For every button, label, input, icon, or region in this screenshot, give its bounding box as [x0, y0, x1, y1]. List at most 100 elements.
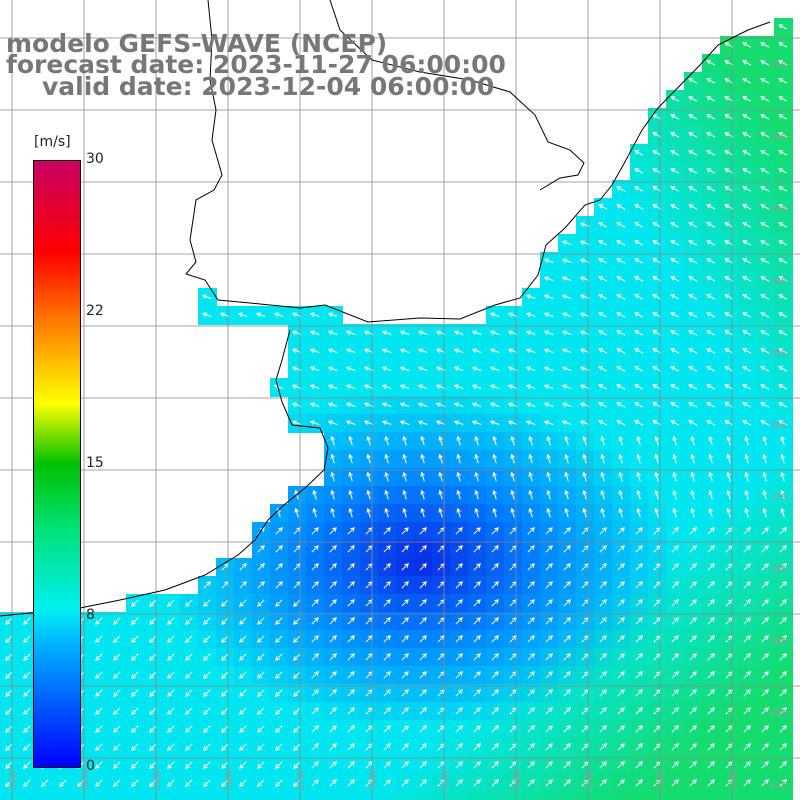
speed-cell [144, 720, 163, 739]
wind-arrow [257, 779, 265, 787]
wind-arrow [599, 545, 607, 553]
speed-cell [414, 792, 433, 800]
wind-arrow [670, 348, 680, 354]
speed-cell [306, 558, 325, 577]
wind-arrow [239, 617, 247, 625]
wind-arrow [599, 743, 607, 751]
speed-cell [126, 684, 145, 703]
wind-arrow [743, 599, 751, 607]
speed-cell [522, 576, 541, 595]
speed-cell [378, 630, 397, 649]
wind-arrow [688, 204, 698, 210]
wind-arrow [634, 366, 644, 372]
speed-cell [90, 774, 109, 793]
speed-cell [144, 702, 163, 721]
speed-cell [252, 756, 271, 775]
wind-arrow [561, 330, 572, 335]
lat-label: 33S [770, 205, 787, 215]
wind-arrow [239, 779, 247, 787]
wind-arrow [617, 635, 625, 643]
speed-cell [558, 612, 577, 631]
speed-cell [630, 522, 649, 541]
wind-arrow [347, 671, 355, 679]
wind-arrow [778, 420, 788, 426]
speed-cell [396, 630, 415, 649]
speed-cell [180, 594, 199, 613]
speed-cell [468, 612, 487, 631]
wind-arrow [563, 689, 571, 697]
speed-cell [306, 738, 325, 757]
wind-arrow [239, 599, 247, 607]
wind-arrow [670, 420, 680, 426]
wind-arrow [330, 507, 335, 518]
wind-arrow [706, 96, 716, 102]
speed-cell [0, 630, 19, 649]
wind-arrow [707, 635, 715, 643]
speed-cell [306, 630, 325, 649]
speed-cell [0, 720, 19, 739]
wind-arrow [347, 743, 355, 751]
speed-cell [306, 774, 325, 793]
wind-arrow [203, 671, 211, 679]
wind-arrow [634, 258, 644, 264]
lon-label: 59W [153, 770, 163, 790]
speed-cell [360, 558, 379, 577]
speed-cell [180, 738, 199, 757]
speed-cell [630, 702, 649, 721]
speed-cell [288, 774, 307, 793]
wind-arrow [401, 743, 409, 751]
speed-cell [522, 648, 541, 667]
lon-label: 60W [81, 770, 91, 790]
wind-arrow [489, 312, 500, 317]
wind-arrow [780, 453, 785, 464]
speed-cell [486, 702, 505, 721]
wind-arrow [95, 707, 103, 715]
wind-arrow [257, 545, 265, 553]
wind-arrow [672, 435, 677, 446]
wind-arrow [707, 653, 715, 661]
speed-cell [486, 792, 505, 800]
wind-arrow [778, 294, 788, 300]
wind-arrow [582, 453, 587, 464]
speed-cell [216, 648, 235, 667]
wind-arrow [706, 78, 716, 84]
speed-cell [108, 666, 127, 685]
speed-cell [162, 702, 181, 721]
wind-arrow [636, 471, 641, 482]
wind-arrow [617, 689, 625, 697]
wind-arrow [221, 743, 229, 751]
wind-arrow [778, 96, 788, 102]
speed-cell [684, 594, 703, 613]
speed-cell [432, 774, 451, 793]
speed-cell [684, 702, 703, 721]
speed-cell [738, 738, 757, 757]
wind-arrow [671, 599, 679, 607]
wind-arrow [706, 402, 716, 408]
speed-cell [666, 738, 685, 757]
speed-cell [180, 630, 199, 649]
speed-cell [756, 702, 775, 721]
wind-arrow [474, 507, 479, 518]
speed-cell [396, 702, 415, 721]
wind-arrow [185, 779, 193, 787]
speed-cell [486, 612, 505, 631]
speed-cell [252, 630, 271, 649]
speed-cell [594, 720, 613, 739]
wind-arrow [688, 348, 698, 354]
wind-arrow [455, 689, 463, 697]
wind-arrow [744, 507, 749, 518]
speed-cell [270, 576, 289, 595]
speed-cell [504, 612, 523, 631]
wind-arrow [474, 435, 479, 446]
speed-cell [396, 792, 415, 800]
wind-arrow [564, 471, 569, 482]
wind-arrow [706, 420, 716, 426]
wind-arrow [149, 761, 157, 769]
wind-arrow [742, 204, 752, 210]
wind-arrow [221, 653, 229, 661]
speed-cell [738, 522, 757, 541]
wind-arrow [689, 527, 697, 535]
speed-cell [414, 594, 433, 613]
wind-arrow [23, 653, 31, 661]
wind-arrow [635, 527, 643, 535]
